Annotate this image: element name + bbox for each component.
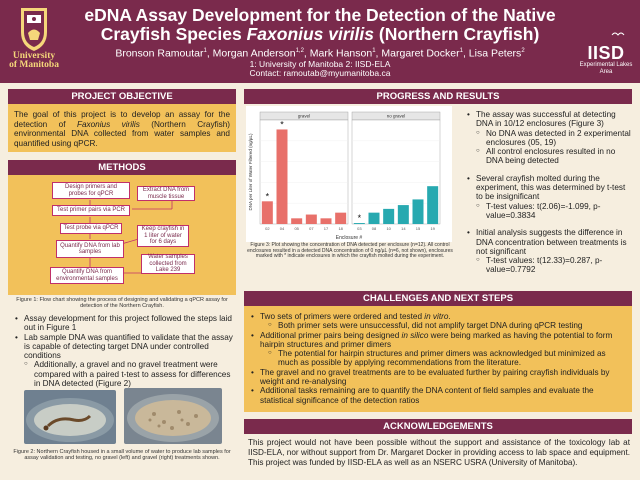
author-list: Bronson Ramoutar1, Morgan Anderson1,2, M… — [115, 47, 525, 60]
results-heading: PROGRESS AND RESULTS — [244, 89, 632, 104]
x-axis-label: Enclosure # — [336, 235, 363, 241]
x-tick-label: 04 — [280, 226, 285, 231]
title-line1: eDNA Assay Development for the Detection… — [84, 5, 556, 25]
panel-label: gravel — [298, 114, 310, 119]
iisd-ela-logo: IISD Experimental Lakes Area — [578, 26, 634, 75]
x-tick-label: 07 — [309, 226, 314, 231]
molted-marker: * — [280, 119, 284, 129]
panel-plot-area — [259, 119, 349, 225]
list-item: Additional primer pairs being designed i… — [250, 331, 626, 368]
objective-text: The goal of this project is to develop a… — [14, 110, 231, 148]
flow-step-extract: Extract DNA from muscle tissue — [137, 186, 195, 201]
list-item: Several crayfish molted during the exper… — [466, 174, 632, 220]
bar — [397, 205, 409, 224]
photo-gravel — [124, 388, 222, 444]
contact-email: Contact: ramoutab@myumanitoba.ca — [249, 68, 391, 78]
logo-left-line1: University — [12, 51, 56, 61]
bar — [353, 223, 365, 224]
acknowledgements-text: This project would not have been possibl… — [248, 438, 630, 467]
figure1-caption: Figure 1: Flow chart showing the process… — [16, 297, 228, 309]
bar — [383, 208, 395, 224]
x-tick-label: 15 — [416, 226, 421, 231]
list-item: No DNA was detected in 2 experimental en… — [476, 129, 632, 148]
x-tick-label: 10 — [386, 226, 391, 231]
flow-step-quantify-env: Quantify DNA from environmental samples — [50, 267, 124, 284]
x-tick-label: 02 — [265, 226, 270, 231]
y-axis-label: DNA per Liter of Water Filtered (ng/µL) — [248, 133, 253, 210]
molted-marker: * — [266, 191, 270, 201]
methods-bullets: Assay development for this project follo… — [14, 314, 234, 388]
iisd-wordmark: IISD — [587, 43, 625, 63]
list-item: T-test values: t(12.33)=0.287, p-value=0… — [476, 256, 632, 275]
university-of-manitoba-logo: University of Manitoba — [6, 6, 62, 80]
list-item: Both primer sets were unsuccessful, did … — [268, 321, 626, 331]
dna-concentration-chart: DNA per Liter of Water Filtered (ng/µL) E… — [248, 111, 441, 241]
ela-subtitle: Experimental Lakes Area — [579, 62, 633, 75]
x-tick-label: 14 — [401, 226, 406, 231]
bar — [335, 212, 347, 224]
crayfish-photo-gravel — [127, 394, 219, 442]
challenges-heading: CHALLENGES AND NEXT STEPS — [244, 291, 632, 306]
methods-heading: METHODS — [8, 160, 236, 175]
panel-label: no gravel — [387, 114, 406, 119]
bar — [261, 201, 273, 224]
x-tick-label: 03 — [357, 226, 362, 231]
flow-step-design: Design primers and probes for qPCR — [52, 182, 130, 199]
birds-icon — [611, 32, 625, 36]
logo-left-line2: of Manitoba — [9, 60, 59, 70]
x-tick-label: 19 — [430, 226, 435, 231]
bar — [427, 186, 439, 224]
bar — [305, 214, 317, 224]
list-item: Initial analysis suggests the difference… — [466, 228, 632, 274]
acknowledgements-heading: ACKNOWLEDGEMENTS — [244, 419, 632, 434]
crayfish-photo-no-gravel — [26, 398, 114, 442]
bar — [320, 218, 332, 224]
bar — [276, 129, 288, 224]
poster-title: eDNA Assay Development for the Detection… — [70, 6, 570, 44]
results-bullets: The assay was successful at detecting DN… — [466, 110, 632, 275]
figure2-caption: Figure 2: Northern Crayfish housed in a … — [13, 449, 231, 461]
flow-step-test-probe: Test probe via qPCR — [60, 223, 122, 234]
x-tick-label: 08 — [372, 226, 377, 231]
flow-step-water: Water samples collected from Lake 239 — [141, 254, 195, 274]
bar — [291, 218, 303, 224]
list-item: The gravel and no gravel treatments are … — [250, 368, 626, 387]
flow-step-test-primer: Test primer pairs via PCR — [52, 205, 130, 216]
x-tick-label: 18 — [338, 226, 343, 231]
bar — [368, 212, 380, 224]
bar — [412, 199, 424, 224]
molted-marker: * — [358, 213, 362, 223]
list-item: T-test values: t(2.06)=-1.099, p-value=0… — [476, 202, 632, 221]
author: Mark Hanson — [309, 47, 373, 60]
list-item: Two sets of primers were ordered and tes… — [250, 312, 626, 331]
flow-step-quantify-lab: Quantify DNA from lab samples — [56, 240, 124, 258]
panel-plot-area — [351, 119, 441, 225]
x-tick-label: 05 — [294, 226, 299, 231]
list-item: The potential for hairpin structures and… — [268, 349, 626, 368]
list-item: Assay development for this project follo… — [14, 314, 234, 333]
poster-header: University of Manitoba eDNA Assay Develo… — [0, 0, 640, 83]
list-item: Additional tasks remaining are to quanti… — [250, 386, 626, 405]
figure3-chart: DNA per Liter of Water Filtered (ng/µL) E… — [246, 106, 452, 242]
list-item: All control enclosures resulted in no DN… — [476, 147, 632, 166]
x-tick-label: 17 — [324, 226, 329, 231]
flow-step-keep: Keep crayfish in 1 liter of water for 6 … — [137, 225, 189, 247]
challenges-bullets: Two sets of primers were ordered and tes… — [250, 312, 626, 405]
author: Lisa Peters — [468, 47, 522, 60]
photo-no-gravel — [24, 390, 116, 444]
list-item: The assay was successful at detecting DN… — [466, 110, 632, 166]
crest-icon — [21, 8, 47, 51]
figure3-caption: Figure 3: Plot showing the concentration… — [247, 242, 453, 260]
affiliations: 1: University of Manitoba 2: IISD-ELA — [249, 59, 391, 69]
author: Morgan Anderson — [212, 47, 296, 60]
list-item: Additionally, a gravel and no gravel tre… — [24, 360, 234, 388]
title-line2: Crayfish Species Faxonius virilis (North… — [100, 24, 540, 44]
objective-heading: PROJECT OBJECTIVE — [8, 89, 236, 104]
author: Bronson Ramoutar — [115, 47, 204, 60]
objective-box — [8, 104, 236, 152]
author: Margaret Docker — [381, 47, 460, 60]
list-item: Lab sample DNA was quantified to validat… — [14, 333, 234, 389]
